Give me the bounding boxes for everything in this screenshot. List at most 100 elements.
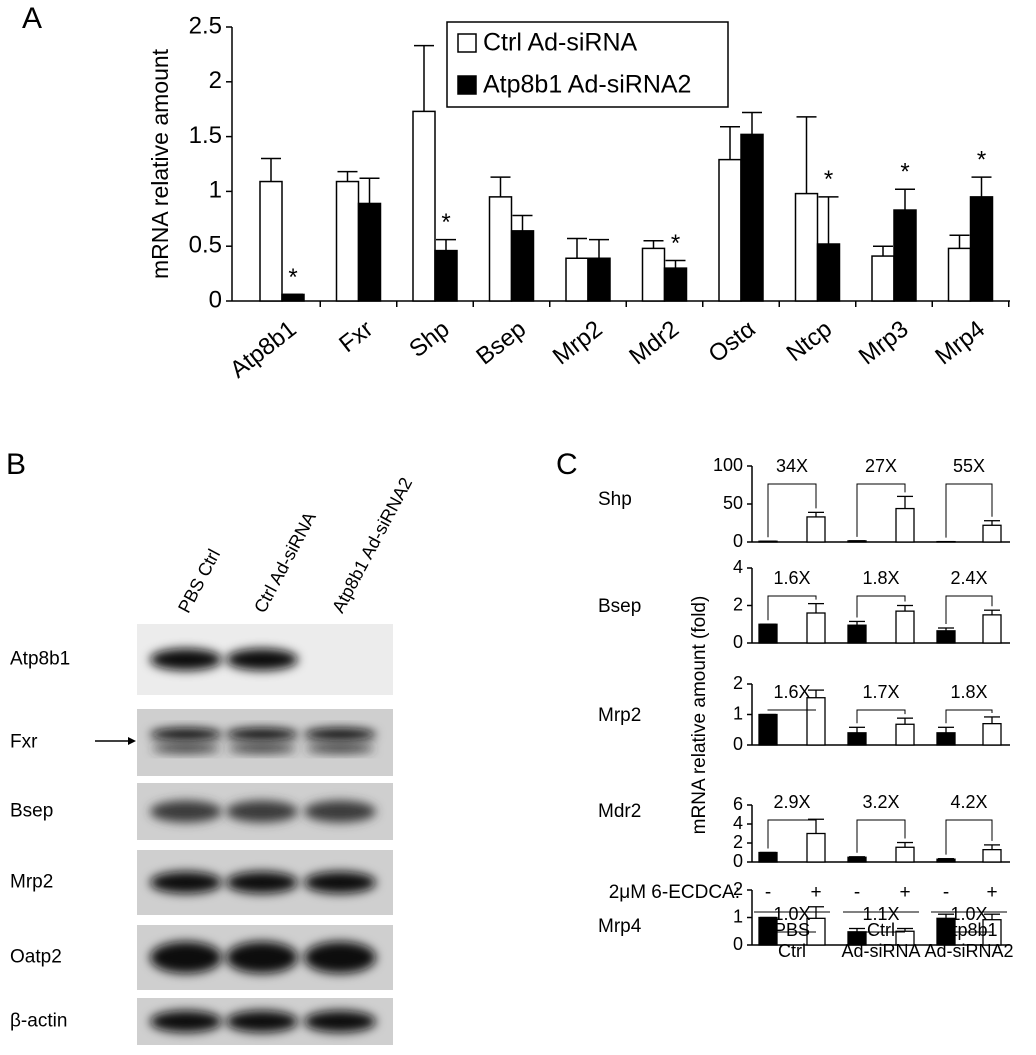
band: [226, 649, 298, 671]
row-label: β-actin: [10, 1011, 67, 1032]
y-tick-label: 1: [733, 703, 743, 723]
bar: [759, 853, 777, 863]
y-tick-label: 0: [733, 632, 743, 652]
bar: [359, 203, 381, 301]
chart-title: Mrp4: [598, 916, 642, 937]
bar: [566, 258, 588, 301]
chart-title: Mrp2: [598, 705, 641, 726]
significance: *: [671, 230, 680, 257]
y-tick-label: 0: [209, 286, 222, 313]
significance: *: [824, 166, 833, 193]
chart-title: Mdr2: [598, 801, 641, 822]
bar: [894, 210, 916, 301]
bar: [896, 611, 914, 643]
band: [150, 801, 222, 823]
panel-label: C: [556, 448, 578, 481]
y-tick-label: 0: [733, 531, 743, 551]
chart-title: Shp: [598, 489, 632, 510]
x-tick-label: Mrp4: [930, 315, 990, 370]
x-tick-label: Ostα: [704, 315, 761, 368]
band: [306, 744, 374, 753]
band: [150, 872, 222, 894]
treatment-sign: -: [765, 882, 771, 903]
band: [304, 801, 376, 823]
bar: [971, 197, 993, 301]
fold-label: 2.9X: [773, 792, 810, 812]
legend-label: Atp8b1 Ad-siRNA2: [483, 71, 691, 99]
bar: [848, 857, 866, 862]
arrow-head: [128, 737, 136, 745]
x-tick-label: Bsep: [471, 315, 531, 370]
y-tick-label: 6: [733, 794, 743, 814]
fold-label: 4.2X: [950, 792, 987, 812]
group-label: PBS: [774, 920, 810, 940]
significance: *: [977, 146, 986, 173]
bar: [807, 834, 825, 863]
significance: *: [288, 264, 297, 291]
band: [304, 1011, 376, 1033]
significance: *: [900, 159, 909, 186]
bar: [665, 268, 687, 301]
bar: [512, 231, 534, 301]
bar: [490, 197, 512, 301]
fold-label: 34X: [776, 456, 808, 476]
band: [150, 1011, 222, 1033]
lane-label: Atp8b1 Ad-siRNA2: [328, 474, 416, 616]
fold-label: 1.6X: [773, 682, 810, 702]
x-tick-label: Shp: [404, 315, 454, 363]
y-tick-label: 1: [733, 906, 743, 926]
group-label: Ad-siRNA: [841, 941, 920, 961]
y-tick-label: 2.5: [189, 12, 222, 39]
bar: [937, 631, 955, 643]
y-axis-label: mRNA relative amount (fold): [689, 596, 710, 835]
band: [226, 942, 298, 974]
y-tick-label: 2: [733, 673, 743, 693]
treatment-sign: +: [810, 882, 821, 903]
fold-label: 27X: [865, 456, 897, 476]
fold-label: 1.7X: [862, 682, 899, 702]
bar: [643, 248, 665, 301]
x-tick-label: Ntcp: [782, 315, 838, 367]
bar: [807, 613, 825, 643]
bar: [413, 111, 435, 301]
band: [228, 744, 296, 753]
row-label: Oatp2: [10, 947, 62, 968]
y-tick-label: 50: [723, 493, 743, 513]
band: [226, 872, 298, 894]
legend-label: Ctrl Ad-siRNA: [483, 29, 638, 57]
y-tick-label: 0.5: [189, 232, 222, 259]
legend-swatch: [458, 34, 476, 52]
bar: [260, 182, 282, 301]
y-tick-label: 2: [733, 594, 743, 614]
blot-background: [137, 709, 393, 776]
chart-title: Bsep: [598, 596, 641, 617]
bar: [872, 256, 894, 301]
row-label: Mrp2: [10, 872, 53, 893]
treatment-sign: +: [899, 882, 910, 903]
bar: [759, 541, 777, 542]
bar: [937, 859, 955, 862]
bracket: [768, 710, 816, 711]
y-tick-label: 100: [713, 455, 743, 475]
band: [226, 1011, 298, 1033]
bar: [848, 541, 866, 542]
band: [150, 942, 222, 974]
treatment-sign: -: [943, 882, 949, 903]
lane-label: Ctrl Ad-siRNA: [250, 509, 320, 616]
bar: [983, 525, 1001, 542]
bar: [949, 248, 971, 301]
bar: [983, 724, 1001, 745]
bar: [719, 160, 741, 301]
y-tick-label: 2: [733, 832, 743, 852]
row-label: Fxr: [10, 732, 38, 753]
band: [150, 649, 222, 671]
bar: [759, 624, 777, 643]
bar: [848, 733, 866, 745]
y-tick-label: 0: [733, 851, 743, 871]
y-axis-label: mRNA relative amount: [147, 48, 173, 279]
treatment-sign: -: [854, 882, 860, 903]
treatment-label: 2μM 6-ECDCA:: [609, 882, 740, 903]
band: [152, 744, 220, 753]
x-tick-label: Mrp2: [548, 315, 608, 370]
fold-label: 3.2X: [862, 792, 899, 812]
